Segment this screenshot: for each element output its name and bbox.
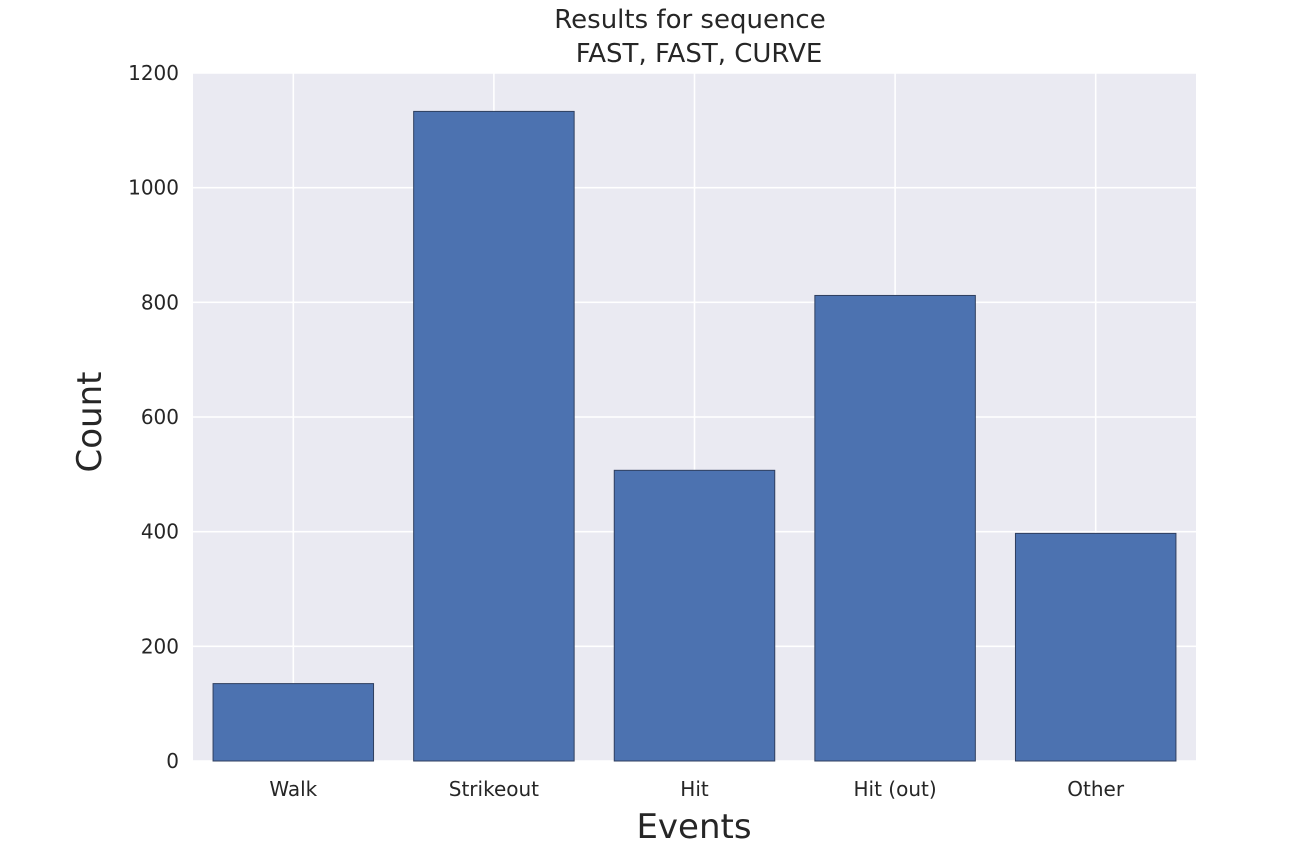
y-tick-label: 200 (141, 634, 179, 658)
x-tick-label: Other (1067, 777, 1125, 801)
y-axis-label: Count (70, 372, 110, 473)
y-tick-label: 600 (141, 405, 179, 429)
y-tick-label: 1000 (128, 176, 179, 200)
x-tick-label: Strikeout (449, 777, 539, 801)
x-tick-label: Walk (269, 777, 317, 801)
y-tick-label: 800 (141, 290, 179, 314)
bars (212, 110, 1177, 762)
chart-title-line-2: FAST, FAST, CURVE (576, 39, 823, 69)
bar-strikeout (413, 110, 575, 762)
x-axis-label: Events (636, 807, 751, 847)
x-axis-ticks: Walk Strikeout Hit Hit (out) Other (269, 777, 1125, 801)
bar-hit-out (814, 294, 976, 762)
chart-title-line-1: Results for sequence (554, 5, 825, 35)
y-tick-label: 1200 (128, 61, 179, 85)
y-axis-ticks: 0 200 400 600 800 1000 1200 (128, 61, 179, 773)
bar-other (1014, 532, 1177, 762)
x-tick-label: Hit (out) (854, 777, 937, 801)
bar-walk (212, 683, 375, 762)
bar-hit (613, 469, 776, 762)
y-tick-label: 400 (141, 520, 179, 544)
y-tick-label: 0 (166, 749, 179, 773)
x-tick-label: Hit (680, 777, 709, 801)
